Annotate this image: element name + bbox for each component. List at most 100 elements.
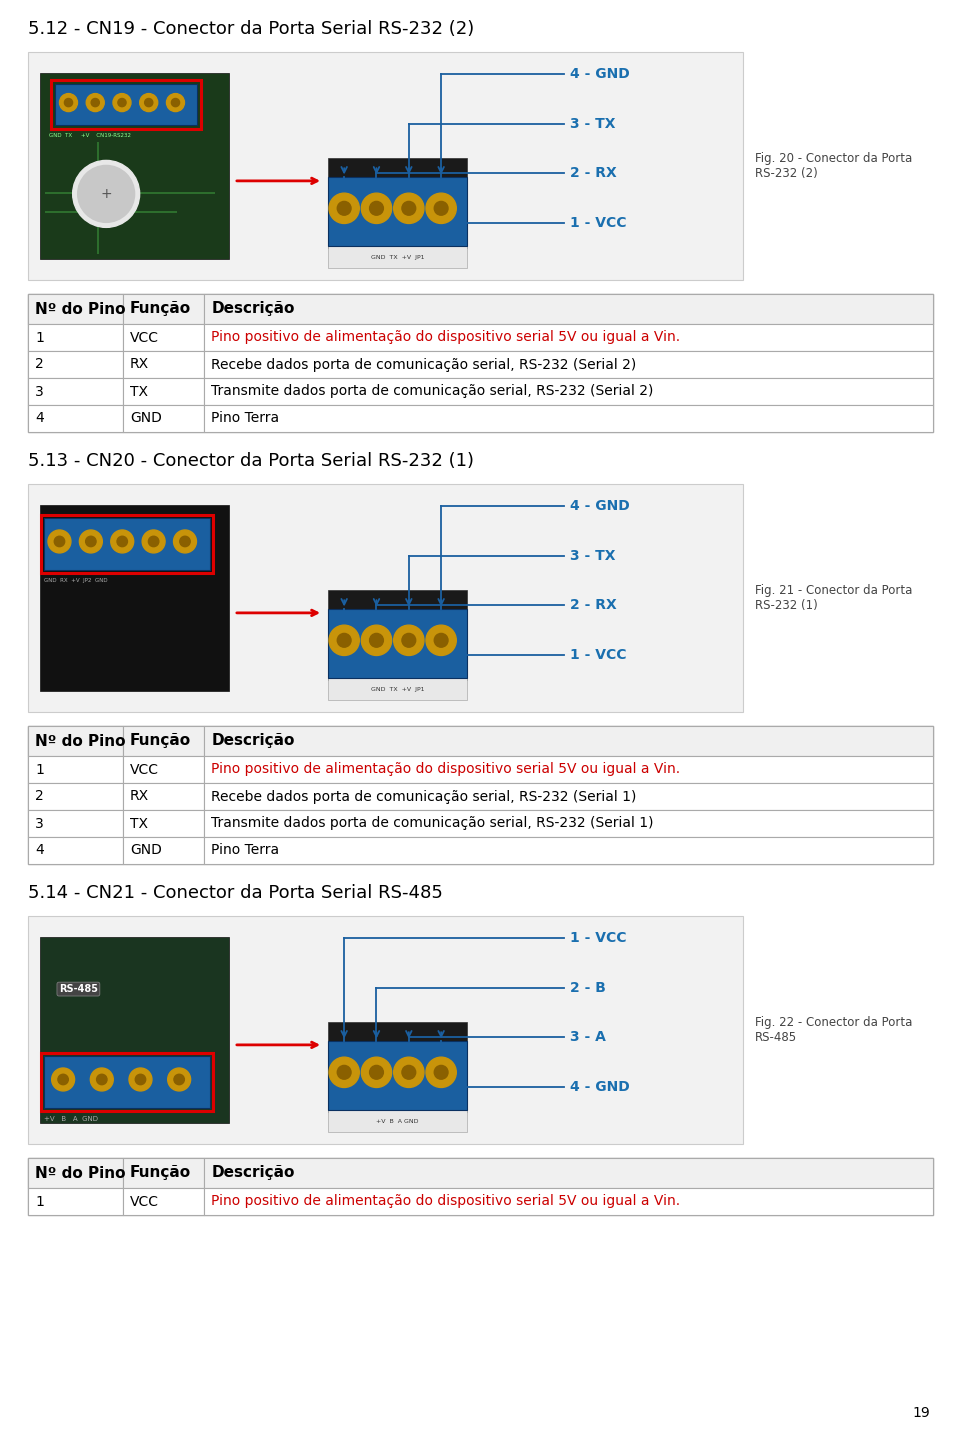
- Bar: [123, 294, 204, 325]
- Bar: [204, 727, 933, 755]
- Text: GND: GND: [130, 843, 162, 857]
- Text: Pino positivo de alimentação do dispositivo serial 5V ou igual a Vin.: Pino positivo de alimentação do disposit…: [211, 330, 681, 345]
- Bar: [28, 378, 123, 405]
- Circle shape: [361, 1057, 392, 1087]
- Circle shape: [174, 1074, 184, 1084]
- Bar: [28, 727, 933, 755]
- Circle shape: [55, 536, 64, 547]
- Bar: [45, 211, 178, 213]
- Circle shape: [52, 1068, 75, 1091]
- Text: GND  TX  +V  JP1: GND TX +V JP1: [371, 686, 424, 692]
- Text: GND  TX     +V    CN19-RS232: GND TX +V CN19-RS232: [50, 134, 132, 138]
- Bar: [123, 727, 204, 755]
- Text: Pino positivo de alimentação do dispositivo serial 5V ou igual a Vin.: Pino positivo de alimentação do disposit…: [211, 1195, 681, 1209]
- Text: Recebe dados porta de comunicação serial, RS-232 (Serial 1): Recebe dados porta de comunicação serial…: [211, 790, 636, 804]
- Bar: [28, 916, 743, 1144]
- Bar: [28, 52, 743, 280]
- Bar: [204, 755, 933, 783]
- Circle shape: [370, 201, 383, 215]
- Bar: [28, 783, 123, 810]
- Text: GND  TX  +V  JP1: GND TX +V JP1: [371, 254, 424, 260]
- Circle shape: [329, 194, 359, 224]
- Bar: [28, 294, 933, 432]
- Bar: [328, 590, 467, 681]
- Bar: [28, 1188, 123, 1215]
- Circle shape: [434, 201, 448, 215]
- Text: Fig. 21 - Conector da Porta
RS-232 (1): Fig. 21 - Conector da Porta RS-232 (1): [755, 584, 912, 612]
- Circle shape: [113, 93, 131, 112]
- Circle shape: [361, 194, 392, 224]
- Bar: [123, 1188, 204, 1215]
- Text: 5.12 - CN19 - Conector da Porta Serial RS-232 (2): 5.12 - CN19 - Conector da Porta Serial R…: [28, 20, 474, 37]
- Text: 1 - VCC: 1 - VCC: [570, 215, 627, 230]
- Text: 5.14 - CN21 - Conector da Porta Serial RS-485: 5.14 - CN21 - Conector da Porta Serial R…: [28, 885, 443, 902]
- Circle shape: [80, 530, 103, 553]
- Circle shape: [90, 1068, 113, 1091]
- Text: 1 - VCC: 1 - VCC: [570, 648, 627, 662]
- Text: 2: 2: [35, 358, 44, 372]
- Bar: [328, 1041, 467, 1110]
- Circle shape: [426, 1057, 456, 1087]
- Circle shape: [110, 530, 133, 553]
- Bar: [28, 405, 123, 432]
- Bar: [328, 177, 467, 246]
- Circle shape: [142, 530, 165, 553]
- Circle shape: [140, 93, 157, 112]
- Text: Descrição: Descrição: [211, 302, 295, 316]
- Bar: [28, 810, 123, 837]
- Text: 1: 1: [35, 1195, 44, 1209]
- Text: 4: 4: [35, 843, 44, 857]
- Bar: [40, 505, 229, 691]
- Bar: [204, 1188, 933, 1215]
- Bar: [204, 294, 933, 325]
- Circle shape: [60, 93, 78, 112]
- Text: Descrição: Descrição: [211, 1166, 295, 1180]
- Circle shape: [402, 633, 416, 648]
- Bar: [328, 247, 467, 267]
- Circle shape: [337, 201, 351, 215]
- Text: 2 - B: 2 - B: [570, 981, 606, 995]
- Circle shape: [78, 165, 134, 223]
- Text: Pino positivo de alimentação do dispositivo serial 5V ou igual a Vin.: Pino positivo de alimentação do disposit…: [211, 763, 681, 777]
- Text: Pino Terra: Pino Terra: [211, 412, 279, 425]
- Bar: [123, 783, 204, 810]
- Text: VCC: VCC: [130, 763, 159, 777]
- Circle shape: [118, 99, 126, 106]
- Text: +V   B   A  GND: +V B A GND: [44, 1116, 98, 1122]
- Circle shape: [337, 633, 351, 648]
- Text: RX: RX: [130, 790, 149, 804]
- Bar: [28, 484, 743, 712]
- Text: Nº do Pino: Nº do Pino: [35, 1166, 126, 1180]
- Circle shape: [426, 194, 456, 224]
- Circle shape: [329, 1057, 359, 1087]
- Text: 3 - TX: 3 - TX: [570, 116, 615, 131]
- Bar: [40, 938, 229, 1123]
- Circle shape: [329, 625, 359, 655]
- Text: 2: 2: [35, 790, 44, 804]
- Circle shape: [402, 201, 416, 215]
- Bar: [51, 80, 201, 129]
- Text: 2 - RX: 2 - RX: [570, 167, 617, 181]
- Bar: [28, 755, 123, 783]
- Text: 3 - TX: 3 - TX: [570, 549, 615, 563]
- Circle shape: [117, 536, 128, 547]
- Text: 3: 3: [35, 385, 44, 399]
- Bar: [28, 837, 123, 864]
- Text: 2 - RX: 2 - RX: [570, 599, 617, 612]
- Bar: [28, 294, 933, 325]
- Bar: [123, 350, 204, 378]
- Text: +V  B  A GND: +V B A GND: [376, 1119, 419, 1123]
- Text: Recebe dados porta de comunicação serial, RS-232 (Serial 2): Recebe dados porta de comunicação serial…: [211, 358, 636, 372]
- Circle shape: [394, 1057, 424, 1087]
- Circle shape: [174, 530, 197, 553]
- Circle shape: [180, 536, 190, 547]
- Text: 4: 4: [35, 412, 44, 425]
- Text: +: +: [101, 187, 112, 201]
- Bar: [204, 378, 933, 405]
- Bar: [328, 158, 467, 248]
- Bar: [28, 325, 123, 350]
- Circle shape: [135, 1074, 146, 1084]
- Text: Pino Terra: Pino Terra: [211, 843, 279, 857]
- Bar: [328, 1022, 467, 1111]
- Bar: [204, 783, 933, 810]
